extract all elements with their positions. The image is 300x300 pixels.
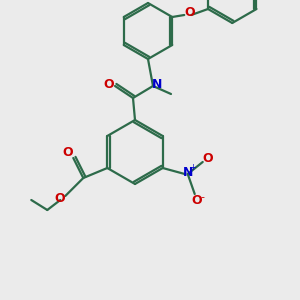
Text: O: O: [54, 191, 64, 205]
Text: O: O: [184, 7, 195, 20]
Text: O: O: [62, 146, 73, 160]
Text: +: +: [189, 164, 196, 172]
Text: O: O: [104, 77, 114, 91]
Text: O: O: [202, 152, 213, 166]
Text: O: O: [191, 194, 202, 206]
Text: N: N: [182, 166, 193, 178]
Text: N: N: [152, 79, 162, 92]
Text: -: -: [201, 192, 205, 202]
